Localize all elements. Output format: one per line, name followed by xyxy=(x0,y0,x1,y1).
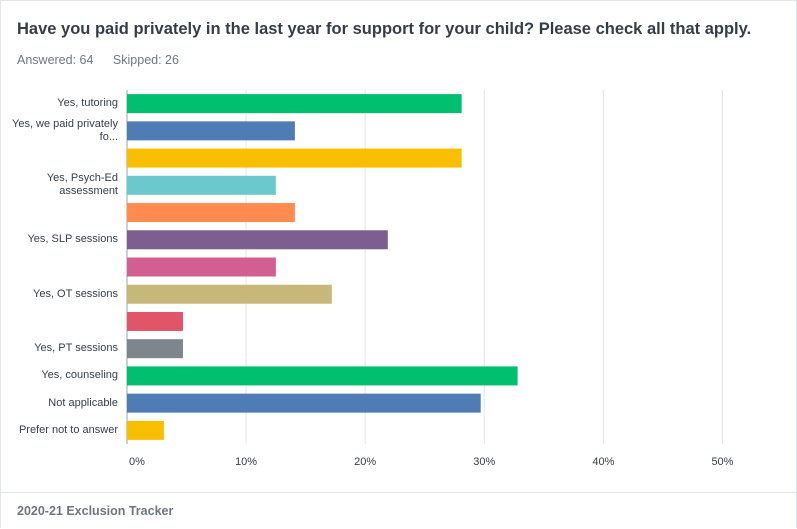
x-tick-label: 40% xyxy=(592,456,614,468)
x-tick-label: 10% xyxy=(235,456,257,468)
skipped-count: Skipped: 26 xyxy=(112,53,179,67)
footer-divider xyxy=(0,492,797,493)
survey-name: 2020-21 Exclusion Tracker xyxy=(17,504,174,518)
x-tick-label: 0% xyxy=(129,456,145,468)
bar xyxy=(127,121,295,141)
x-tick-label: 20% xyxy=(354,456,376,468)
category-label: Yes, PT sessions xyxy=(34,342,118,355)
bar xyxy=(127,148,462,168)
bar xyxy=(127,257,276,277)
bar xyxy=(127,94,462,114)
bar xyxy=(127,230,388,250)
category-label: Yes, counseling xyxy=(41,369,118,382)
category-label: Yes, tutoring xyxy=(57,97,118,110)
category-label: Yes, Psych-Ed assessment xyxy=(46,172,118,198)
bar xyxy=(127,175,276,195)
category-label: Not applicable xyxy=(48,396,118,409)
question-title: Have you paid privately in the last year… xyxy=(17,20,752,38)
category-label: Prefer not to answer xyxy=(18,423,118,436)
bar xyxy=(127,311,183,331)
bar xyxy=(127,366,518,386)
bar xyxy=(127,339,183,359)
response-stats: Answered: 64 Skipped: 26 xyxy=(17,53,179,67)
bar xyxy=(127,420,164,440)
bar xyxy=(127,284,332,304)
x-tick-label: 50% xyxy=(711,456,733,468)
category-label: Yes, we paid privately fo... xyxy=(12,117,118,143)
bar xyxy=(127,203,295,223)
category-label: Yes, OT sessions xyxy=(33,287,118,300)
x-tick-label: 30% xyxy=(473,456,495,468)
bar-chart: 0% 10% 20% 30% 40% 50% xyxy=(126,90,734,468)
bar xyxy=(127,393,481,413)
answered-count: Answered: 64 xyxy=(17,53,94,67)
category-label: Yes, SLP sessions xyxy=(27,233,118,246)
